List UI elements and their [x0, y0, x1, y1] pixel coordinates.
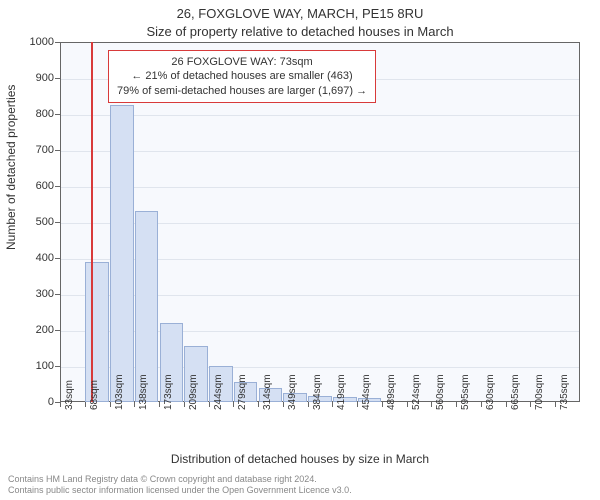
- x-axis-label: Distribution of detached houses by size …: [0, 452, 600, 466]
- x-tick-label: 735sqm: [559, 374, 570, 410]
- footer-line-1: Contains HM Land Registry data © Crown c…: [8, 474, 352, 485]
- y-tick-label: 1000: [30, 36, 54, 48]
- y-tick-label: 400: [36, 252, 54, 264]
- x-tick-label: 209sqm: [188, 374, 199, 410]
- y-tick-label: 700: [36, 144, 54, 156]
- page-title-2: Size of property relative to detached ho…: [0, 24, 600, 39]
- x-tick-label: 595sqm: [460, 374, 471, 410]
- y-tick-label: 0: [48, 396, 54, 408]
- x-tick-label: 138sqm: [138, 374, 149, 410]
- x-tick-label: 630sqm: [485, 374, 496, 410]
- highlight-line: [91, 42, 93, 402]
- x-tick-label: 384sqm: [312, 374, 323, 410]
- callout-line-2: ← 21% of detached houses are smaller (46…: [117, 69, 367, 83]
- bar: [135, 211, 159, 402]
- x-tick-label: 314sqm: [262, 374, 273, 410]
- page-title-1: 26, FOXGLOVE WAY, MARCH, PE15 8RU: [0, 6, 600, 21]
- x-tick-label: 33sqm: [64, 380, 75, 410]
- chart-plot-area: 01002003004005006007008009001000 33sqm68…: [60, 42, 580, 402]
- y-tick-label: 300: [36, 288, 54, 300]
- x-tick-label: 454sqm: [361, 374, 372, 410]
- x-tick-label: 524sqm: [411, 374, 422, 410]
- x-tick-label: 560sqm: [435, 374, 446, 410]
- y-tick-label: 500: [36, 216, 54, 228]
- x-tick-label: 244sqm: [213, 374, 224, 410]
- x-tick-label: 700sqm: [534, 374, 545, 410]
- y-tick-label: 900: [36, 72, 54, 84]
- footer-attribution: Contains HM Land Registry data © Crown c…: [8, 474, 352, 496]
- x-tick-label: 349sqm: [287, 374, 298, 410]
- y-tick-label: 200: [36, 324, 54, 336]
- x-tick-label: 489sqm: [386, 374, 397, 410]
- x-tick-label: 279sqm: [237, 374, 248, 410]
- y-tick-label: 100: [36, 360, 54, 372]
- callout-box: 26 FOXGLOVE WAY: 73sqm ← 21% of detached…: [108, 50, 376, 103]
- x-tick-label: 419sqm: [336, 374, 347, 410]
- y-tick-label: 800: [36, 108, 54, 120]
- x-tick-label: 665sqm: [510, 374, 521, 410]
- y-tick-label: 600: [36, 180, 54, 192]
- callout-line-3: 79% of semi-detached houses are larger (…: [117, 84, 367, 98]
- callout-line-1: 26 FOXGLOVE WAY: 73sqm: [117, 55, 367, 69]
- x-tick-label: 68sqm: [89, 380, 100, 410]
- x-tick-label: 103sqm: [114, 374, 125, 410]
- x-tick-label: 173sqm: [163, 374, 174, 410]
- bar: [110, 105, 134, 402]
- y-axis-label: Number of detached properties: [4, 85, 18, 250]
- footer-line-2: Contains public sector information licen…: [8, 485, 352, 496]
